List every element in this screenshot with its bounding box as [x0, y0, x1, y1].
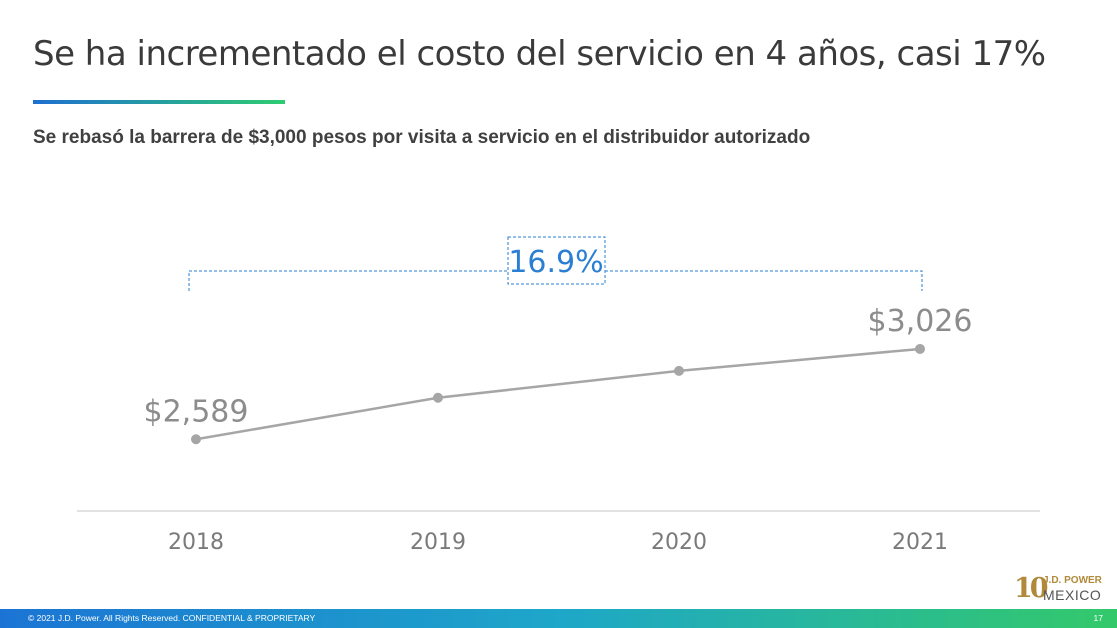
data-point-2020 — [674, 365, 684, 376]
data-label-2021: $3,026 — [868, 304, 973, 339]
change-bracket — [188, 270, 923, 291]
x-tick-2020: 2020 — [651, 530, 707, 555]
footer-copyright: © 2021 J.D. Power. All Rights Reserved. … — [28, 613, 316, 623]
cost-line-chart: 16.9% $2,589 $3,026 2018 2019 2020 2021 — [77, 236, 1040, 555]
data-label-2018: $2,589 — [144, 394, 249, 429]
x-tick-2019: 2019 — [410, 530, 466, 555]
slide-title: Se ha incrementado el costo del servicio… — [33, 34, 1046, 74]
jd-power-logo: 10 J.D. POWER MEXICO — [1014, 574, 1104, 604]
logo-anniversary-number: 10 — [1014, 573, 1049, 604]
footer-bar: © 2021 J.D. Power. All Rights Reserved. … — [0, 609, 1117, 628]
data-point-2021 — [915, 343, 925, 354]
logo-country: MEXICO — [1043, 587, 1102, 603]
x-tick-2021: 2021 — [892, 530, 948, 555]
data-labels: $2,589 $3,026 — [144, 304, 973, 429]
logo-brand: J.D. POWER — [1043, 575, 1102, 586]
slide-subtitle: Se rebasó la barrera de $3,000 pesos por… — [33, 127, 811, 148]
title-underline — [33, 100, 285, 104]
data-point-2019 — [433, 392, 443, 403]
x-tick-labels: 2018 2019 2020 2021 — [168, 530, 948, 555]
data-point-2018 — [191, 434, 201, 445]
series-line — [195, 347, 921, 441]
x-tick-2018: 2018 — [168, 530, 224, 555]
change-label: 16.9% — [508, 245, 603, 280]
change-label-box — [507, 236, 606, 285]
page-number: 17 — [1093, 613, 1103, 623]
data-points — [191, 343, 925, 445]
